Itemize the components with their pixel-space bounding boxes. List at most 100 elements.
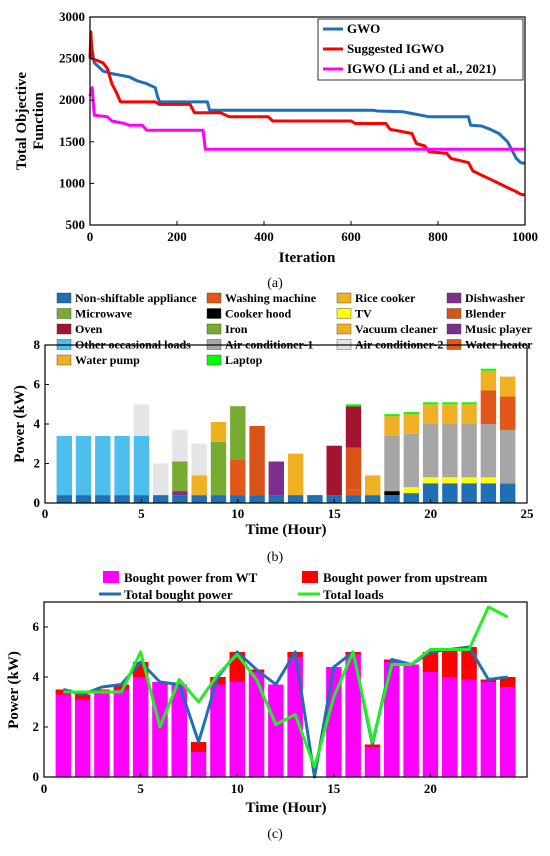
chart-b-bar-non-shiftable-appliance — [500, 483, 516, 504]
chart-a-legend-label: GWO — [347, 21, 380, 36]
chart-b-legend-swatch — [206, 323, 222, 335]
chart-b-bar-tv — [422, 477, 439, 484]
chart-a-ytick-label: 500 — [66, 217, 86, 232]
chart-c-caption: (c) — [267, 827, 283, 842]
chart-b-bar-air-conditioner-2 — [172, 429, 188, 462]
chart-a-legend-label: IGWO (Li and et al., 2021) — [347, 61, 496, 76]
chart-c-bars — [55, 647, 516, 777]
chart-a-xtick-label: 0 — [87, 229, 94, 244]
chart-c-legend-label: Total loads — [323, 587, 384, 602]
chart-b-bar-other-occasional-loads — [133, 435, 150, 496]
chart-b-bar-dishwasher — [172, 491, 188, 496]
chart-b-bar-vacuum-cleaner — [210, 422, 227, 442]
chart-c-lines — [62, 605, 509, 779]
chart-c-ytick-label: 2 — [33, 719, 40, 734]
chart-b-xtick-label: 15 — [328, 506, 342, 521]
chart-c-bar-bought-power-from-upstream — [500, 677, 516, 687]
chart-b-legend-label: Vacuum cleaner — [355, 322, 438, 336]
chart-c-axes-box — [43, 601, 528, 778]
chart-b-legend-label: Blender — [465, 307, 506, 321]
chart-c-bar-bought-power-from-wt — [171, 684, 187, 777]
chart-c-legend-swatch — [302, 571, 318, 583]
chart-b-ytick-label: 4 — [34, 416, 41, 431]
chart-b: Non-shiftable appliance Washing machine Ri… — [12, 291, 534, 565]
chart-c-bar-bought-power-from-wt — [442, 677, 458, 777]
chart-b-bar-water-pump — [442, 404, 458, 425]
chart-c-bar-bought-power-from-upstream — [190, 742, 207, 752]
chart-b-bar-air-conditioner-2 — [191, 443, 207, 476]
chart-b-bar-air-conditioner-1 — [442, 424, 458, 478]
chart-b-legend-swatch — [206, 292, 222, 304]
chart-b-bar-tv — [403, 487, 419, 494]
chart-c-bar-bought-power-from-wt — [152, 682, 168, 777]
chart-b-bar-non-shiftable-appliance — [95, 495, 111, 503]
chart-b-bar-non-shiftable-appliance — [153, 495, 169, 503]
chart-b-bar-oven — [345, 406, 362, 448]
chart-b-bar-iron — [172, 461, 188, 492]
chart-c-bar-bought-power-from-wt — [74, 699, 91, 777]
chart-b-ylabel: Power (kW) — [12, 385, 28, 463]
chart-b-legend-swatch — [56, 292, 72, 304]
chart-b-xtick-label: 5 — [138, 506, 145, 521]
chart-b-bar-non-shiftable-appliance — [403, 493, 419, 503]
chart-b-bar-non-shiftable-appliance — [442, 483, 458, 504]
chart-c-bar-bought-power-from-wt — [500, 687, 516, 777]
chart-b-bar-air-conditioner-1 — [422, 424, 439, 478]
chart-c-bar-bought-power-from-upstream — [113, 684, 130, 690]
chart-a-ylabel-line1: Total Objective — [14, 72, 30, 171]
chart-b-bar-laptop — [442, 402, 458, 405]
chart-a-xtick-label: 1000 — [512, 229, 538, 244]
chart-c-bar-bought-power-from-wt — [268, 684, 284, 777]
chart-a-series-suggested-igwo — [88, 30, 526, 197]
chart-b-caption: (b) — [267, 550, 284, 565]
chart-b-legend-swatch — [56, 354, 72, 366]
chart-c-legend-label: Total bought power — [124, 587, 233, 602]
chart-b-bar-blender — [345, 447, 362, 490]
chart-c-bar-bought-power-from-wt — [403, 664, 419, 777]
chart-a-series-gwo — [88, 48, 526, 165]
chart-b-bar-other-occasional-loads — [75, 435, 92, 496]
chart-b-bar-water-heater — [480, 390, 497, 424]
chart-c-bar-bought-power-from-wt — [113, 689, 130, 777]
chart-c-xtick-label: 15 — [327, 781, 341, 796]
chart-c-bar-bought-power-from-wt — [132, 677, 149, 777]
chart-c-bar-bought-power-from-wt — [384, 662, 400, 777]
chart-b-legend-swatch — [206, 308, 222, 319]
chart-b-ytick-label: 0 — [34, 495, 41, 510]
chart-c-xtick-label: 5 — [137, 781, 144, 796]
chart-b-legend-swatch — [56, 323, 72, 335]
chart-b-xtick-label: 10 — [231, 506, 244, 521]
chart-b-bar-blender — [249, 426, 265, 496]
chart-b-bar-water-pump — [500, 376, 516, 397]
chart-b-bar-other-occasional-loads — [114, 435, 130, 496]
chart-b-legend-swatch — [206, 354, 222, 366]
chart-b-bar-laptop — [461, 402, 477, 405]
chart-c-legend: Bought power from WT Bought power from up… — [99, 570, 487, 602]
chart-c-bar-bought-power-from-upstream — [74, 694, 91, 700]
chart-c-bar-bought-power-from-wt — [190, 752, 207, 777]
chart-b-bar-air-conditioner-1 — [384, 435, 400, 492]
chart-b-bar-cooker-hood — [384, 491, 400, 496]
chart-b-bar-iron — [230, 406, 246, 460]
chart-b-bar-air-conditioner-1 — [480, 424, 497, 478]
chart-b-bar-water-pump — [461, 404, 477, 425]
chart-b-legend-swatch — [336, 323, 352, 335]
chart-c-bar-bought-power-from-wt — [364, 747, 381, 777]
chart-a-ytick-label: 2000 — [59, 92, 85, 107]
chart-b-bar-non-shiftable-appliance — [268, 495, 284, 503]
chart-c-bar-bought-power-from-wt — [345, 654, 361, 777]
chart-b-bar-air-conditioner-1 — [403, 433, 419, 488]
chart-a-axes-box — [89, 16, 526, 226]
chart-a-xtick-label: 600 — [341, 229, 361, 244]
chart-c-bar-bought-power-from-wt — [422, 672, 439, 777]
chart-c-line-total-loads — [63, 605, 509, 769]
chart-a-caption: (a) — [267, 276, 283, 291]
chart-b-legend-swatch — [336, 292, 352, 304]
chart-b-bar-water-pump — [384, 416, 400, 436]
chart-c-bar-bought-power-from-wt — [210, 684, 226, 777]
chart-c: Bought power from WT Bought power from up… — [6, 570, 528, 842]
chart-b-xtick-label: 0 — [42, 506, 49, 521]
chart-b-bar-rice-cooker — [191, 475, 207, 496]
chart-b-legend-label: Iron — [225, 322, 248, 336]
